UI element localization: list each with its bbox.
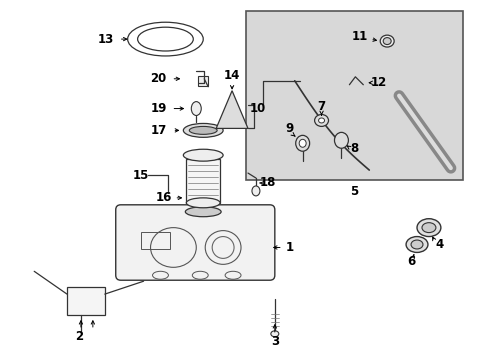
- Text: 1: 1: [285, 241, 293, 254]
- Ellipse shape: [189, 126, 217, 134]
- Text: 8: 8: [349, 142, 358, 155]
- Ellipse shape: [183, 123, 223, 137]
- Text: 4: 4: [435, 238, 443, 251]
- Text: 2: 2: [75, 330, 83, 343]
- Polygon shape: [216, 91, 247, 129]
- Ellipse shape: [416, 219, 440, 237]
- Text: 20: 20: [150, 72, 166, 85]
- Text: 10: 10: [249, 102, 265, 115]
- Text: 5: 5: [349, 185, 358, 198]
- Bar: [141, 231, 170, 249]
- Text: 7: 7: [317, 100, 325, 113]
- Ellipse shape: [270, 331, 278, 337]
- Ellipse shape: [251, 186, 260, 196]
- Text: 14: 14: [224, 69, 240, 82]
- Ellipse shape: [410, 240, 422, 249]
- Ellipse shape: [314, 114, 328, 126]
- Ellipse shape: [183, 149, 223, 161]
- Bar: [186, 159, 220, 203]
- Ellipse shape: [405, 237, 427, 252]
- Text: 16: 16: [155, 192, 171, 204]
- Ellipse shape: [299, 139, 305, 147]
- Ellipse shape: [380, 35, 393, 47]
- Bar: [67, 287, 104, 315]
- Ellipse shape: [295, 135, 309, 151]
- Text: 6: 6: [406, 255, 414, 268]
- Text: 12: 12: [370, 76, 386, 89]
- Text: 19: 19: [150, 102, 166, 115]
- Text: 13: 13: [98, 33, 114, 46]
- Ellipse shape: [191, 102, 201, 116]
- FancyBboxPatch shape: [116, 205, 274, 280]
- Text: 9: 9: [285, 122, 293, 135]
- Ellipse shape: [186, 198, 220, 208]
- Bar: [245, 11, 462, 180]
- Text: 17: 17: [150, 124, 166, 137]
- Ellipse shape: [421, 223, 435, 233]
- Text: 3: 3: [270, 335, 278, 348]
- Bar: [198, 76, 208, 86]
- Ellipse shape: [383, 37, 390, 45]
- Ellipse shape: [318, 118, 324, 123]
- Ellipse shape: [334, 132, 347, 148]
- Text: 15: 15: [132, 168, 148, 181]
- Text: 11: 11: [350, 30, 366, 42]
- Ellipse shape: [185, 207, 221, 217]
- Text: 18: 18: [259, 176, 276, 189]
